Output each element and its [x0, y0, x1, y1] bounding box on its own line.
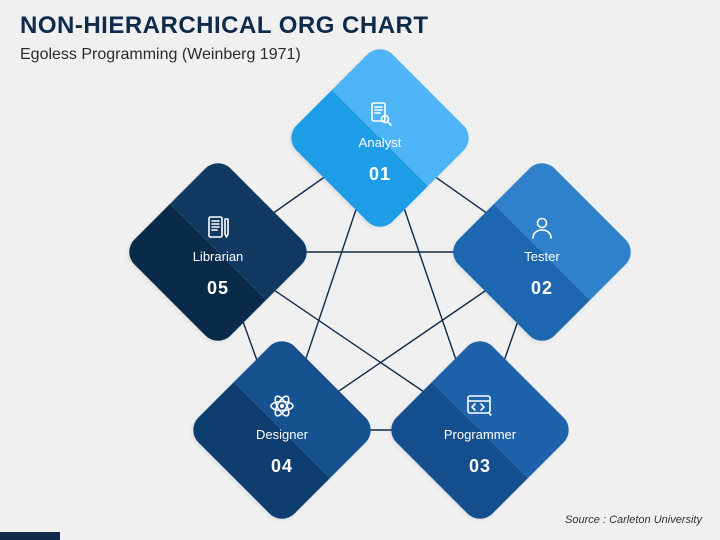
node-content-librarian: Librarian 05 — [150, 184, 286, 320]
node-number: 02 — [531, 278, 553, 299]
node-label: Programmer — [444, 427, 516, 442]
node-label: Librarian — [193, 249, 244, 264]
document-pen-icon — [204, 213, 232, 243]
user-icon — [528, 213, 556, 243]
source-citation: Source : Carleton University — [565, 514, 702, 526]
document-search-icon — [366, 99, 394, 129]
node-content-tester: Tester 02 — [474, 184, 610, 320]
atom-icon — [267, 391, 297, 421]
node-number: 03 — [469, 456, 491, 477]
node-content-analyst: Analyst 01 — [312, 70, 448, 206]
page-subtitle: Egoless Programming (Weinberg 1971) — [20, 46, 301, 64]
node-label: Tester — [524, 249, 559, 264]
page-title: NON-HIERARCHICAL ORG CHART — [20, 12, 429, 40]
node-number: 01 — [369, 164, 391, 185]
node-label: Designer — [256, 427, 308, 442]
node-label: Analyst — [359, 135, 402, 150]
footer-accent-bar — [0, 532, 60, 540]
code-window-icon — [465, 391, 495, 421]
node-number: 05 — [207, 278, 229, 299]
node-number: 04 — [271, 456, 293, 477]
node-content-designer: Designer 04 — [214, 362, 350, 498]
node-content-programmer: Programmer 03 — [412, 362, 548, 498]
